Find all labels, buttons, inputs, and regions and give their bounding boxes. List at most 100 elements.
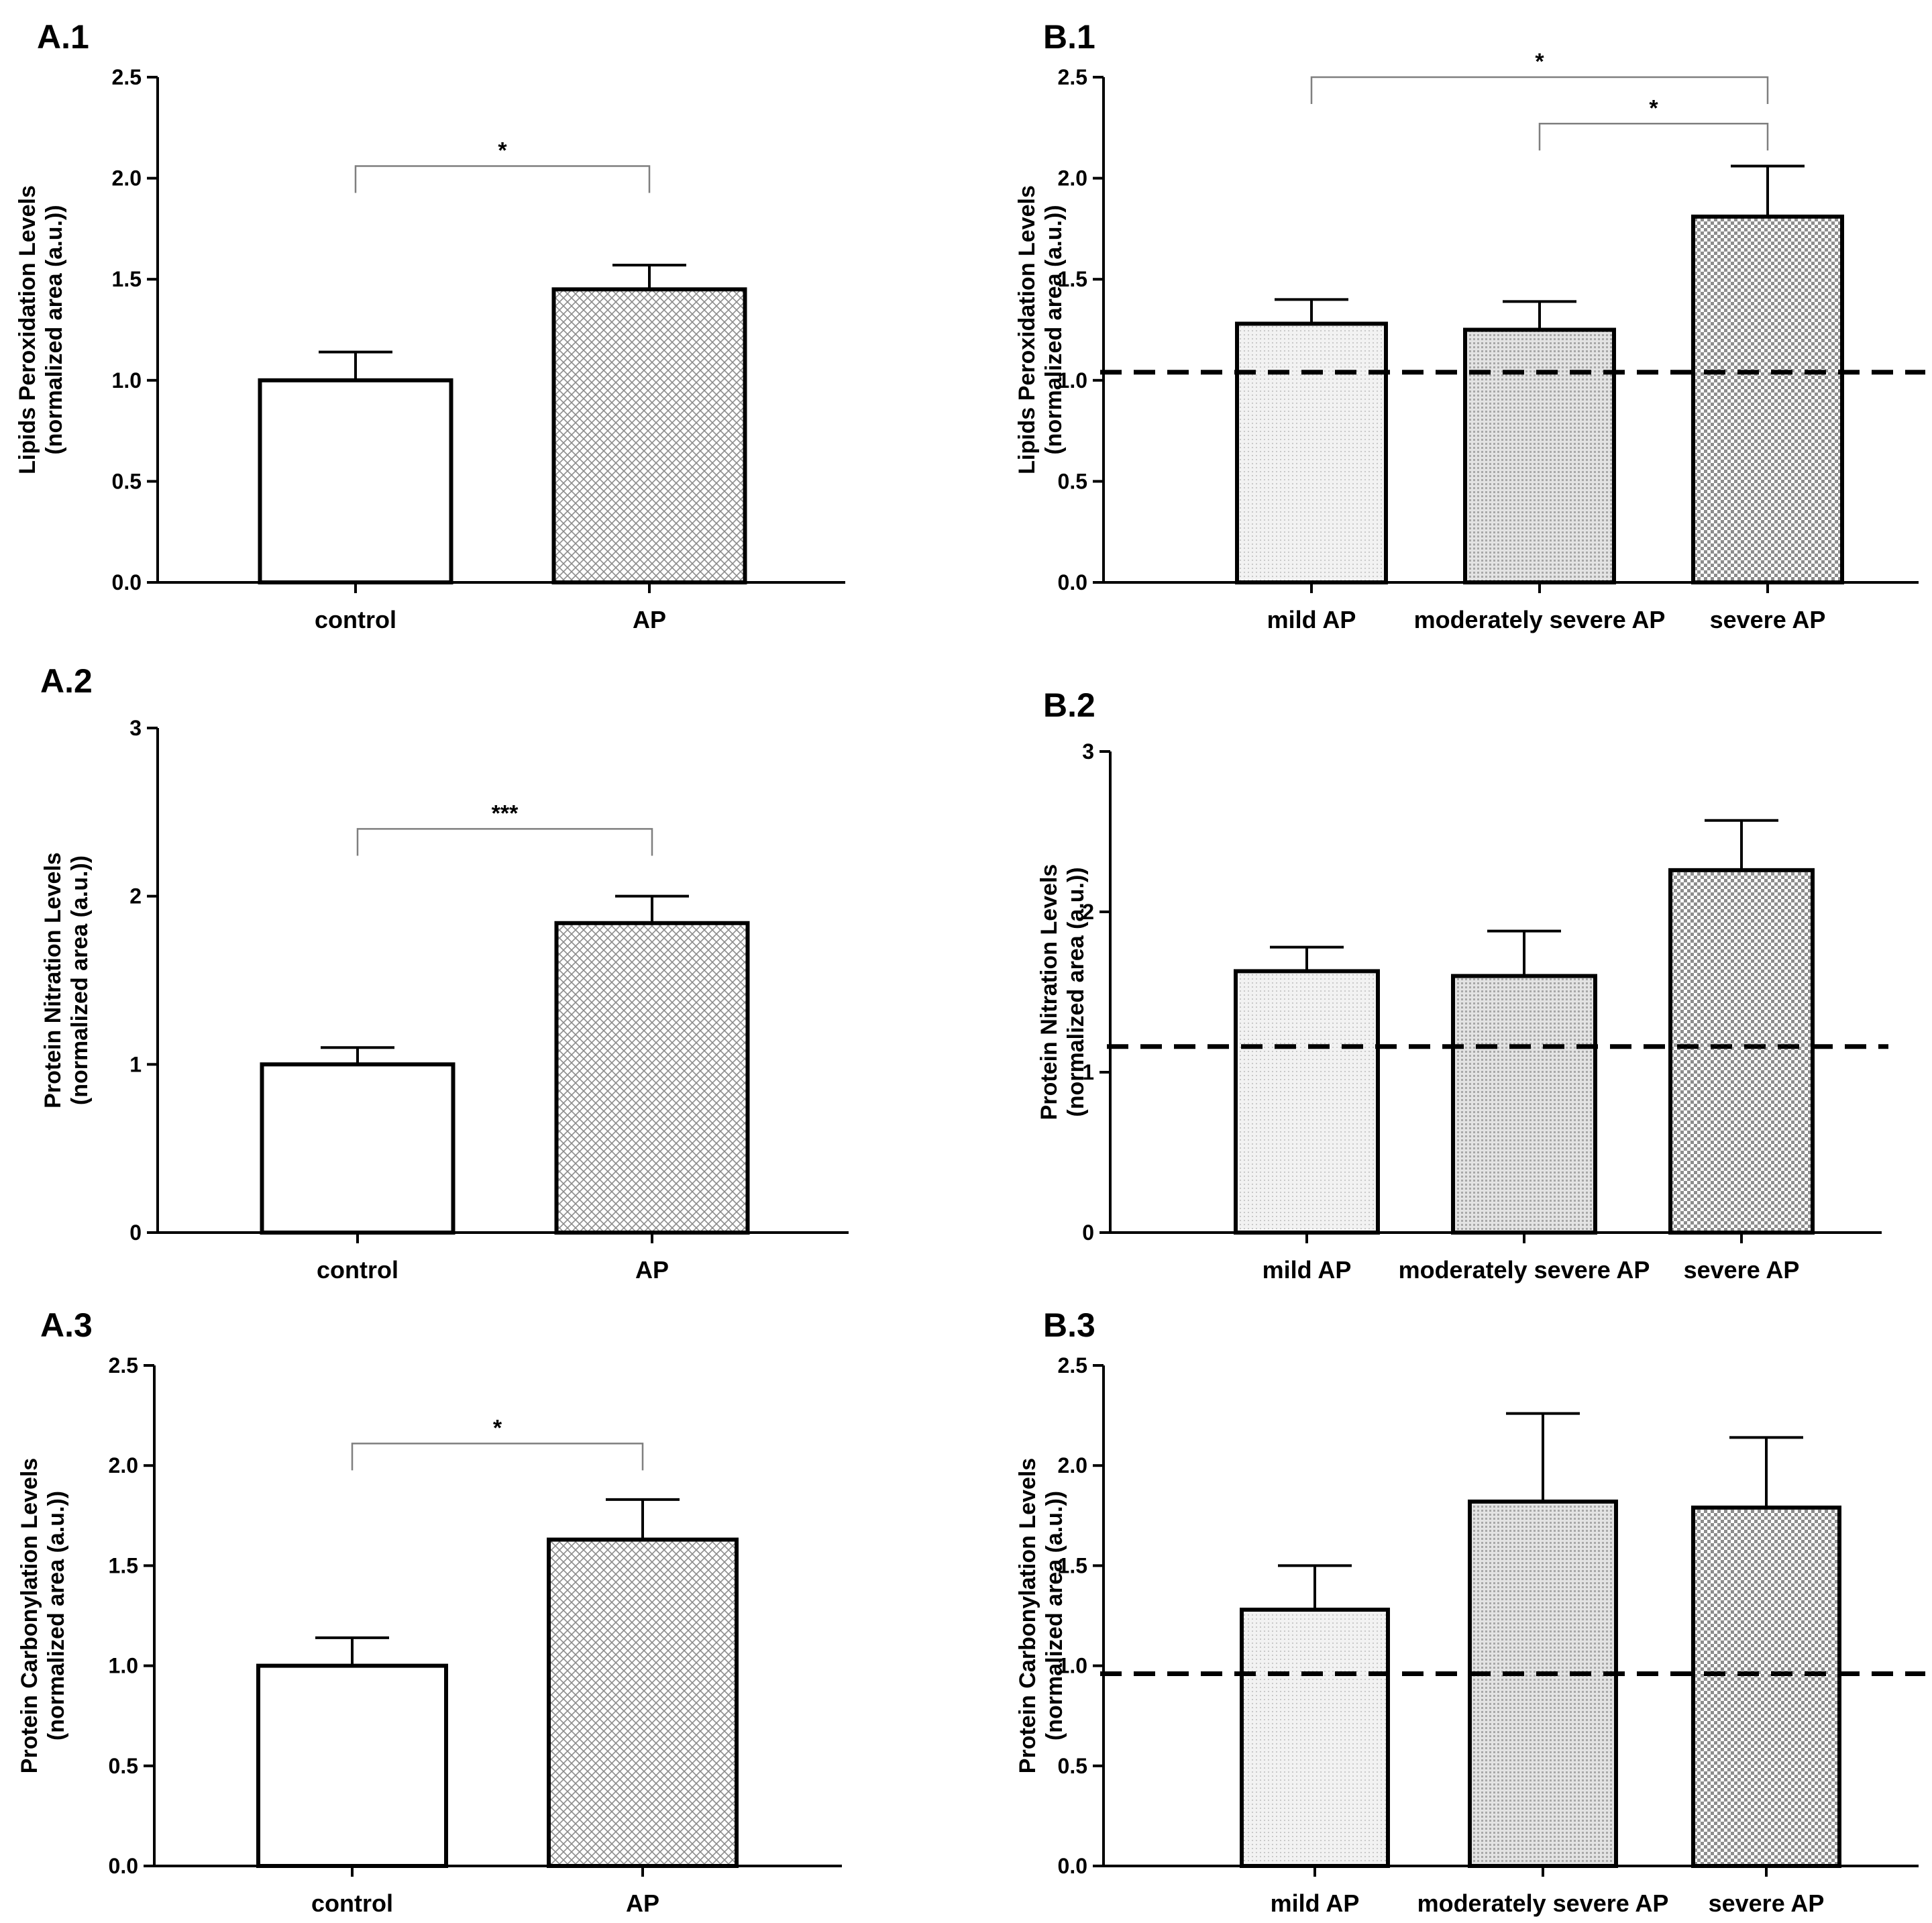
y-tick-label-b1: 2.5	[1058, 65, 1087, 89]
bar-a1-0	[258, 378, 453, 584]
category-label-b2: mild AP	[1263, 1256, 1352, 1284]
bar-b1-0	[1235, 321, 1388, 584]
y-tick-label-a1: 0.0	[112, 570, 142, 594]
panel-label-b2: B.2	[1043, 686, 1095, 724]
significance-bracket-a2	[356, 828, 653, 856]
y-tick-label-b2: 2	[1082, 900, 1094, 924]
y-tick-label-a1: 1.5	[112, 267, 142, 291]
category-label-a2: control	[317, 1256, 398, 1284]
chart-a1: A.1 0.0 0.5 1.0 1.5 2.0 2.5 Lipids Peroxidation…	[15, 18, 845, 633]
y-tick-label-a3: 1.0	[109, 1654, 138, 1678]
significance-bracket-a3	[351, 1443, 644, 1471]
y-tick-label-a2: 0	[129, 1220, 142, 1245]
significance-label-a1: *	[498, 138, 507, 164]
bar-a2-1	[554, 921, 750, 1235]
y-axis-subtitle-a2: (normalized area (a.u.))	[67, 855, 93, 1105]
chart-b1: B.1 0.0 0.5 1.0 1.5 2.0 2.5 Lipids Peroxidation…	[1014, 18, 1925, 633]
y-tick-label-b1: 1.0	[1058, 368, 1087, 393]
category-label-b3: mild AP	[1271, 1889, 1360, 1917]
category-label-b1: moderately severe AP	[1414, 606, 1666, 633]
category-label-b2: severe AP	[1684, 1256, 1800, 1284]
y-tick-label-a1: 2.5	[112, 65, 142, 89]
bar-b3-1	[1468, 1499, 1618, 1868]
y-tick-label-a3: 1.5	[109, 1553, 138, 1577]
category-label-b1: severe AP	[1710, 606, 1826, 633]
panel-a2: A.2 0 1 2 3 Protein Nitration Levels (normaliz…	[0, 644, 966, 1288]
y-tick-label-b1: 1.5	[1058, 267, 1087, 291]
bar-b3-0	[1240, 1608, 1390, 1868]
y-tick-label-b2: 1	[1082, 1060, 1094, 1084]
y-tick-label-a2: 3	[129, 716, 142, 740]
bar-a1-1	[551, 287, 747, 584]
bar-b2-1	[1451, 974, 1597, 1235]
y-tick-label-a1: 2.0	[112, 166, 142, 191]
y-axis-title-a1: Lipids Peroxidation Levels	[15, 185, 40, 474]
y-tick-label-a3: 2.0	[109, 1453, 138, 1477]
category-label-b3: severe AP	[1709, 1889, 1825, 1917]
y-axis-subtitle-b1: (normalized area (a.u.))	[1041, 205, 1067, 454]
y-axis-title-a3: Protein Carbonylation Levels	[17, 1458, 42, 1773]
panel-b2: B.2 0 1 2 3 Protein Nitration Levels (normaliz…	[966, 644, 1932, 1288]
chart-a3: A.3 0.0 0.5 1.0 1.5 2.0 2.5 Protein Carbonylati…	[17, 1306, 842, 1917]
panel-label-a3: A.3	[40, 1306, 93, 1344]
y-tick-label-b1: 0.0	[1058, 570, 1087, 594]
bar-b2-0	[1234, 969, 1380, 1235]
category-label-a3: control	[311, 1889, 393, 1917]
y-axis-subtitle-a1: (normalized area (a.u.))	[42, 205, 67, 454]
y-tick-label-b3: 0.5	[1058, 1754, 1087, 1778]
panel-label-b1: B.1	[1043, 18, 1095, 56]
chart-b3: B.3 0.0 0.5 1.0 1.5 2.0 2.5 Protein Carbonylati…	[1015, 1306, 1925, 1917]
y-axis-title-b1: Lipids Peroxidation Levels	[1014, 185, 1040, 474]
bar-b1-1	[1463, 327, 1616, 584]
significance-label-a3: *	[493, 1415, 502, 1441]
bar-b2-2	[1668, 868, 1815, 1235]
y-axis-title-b3: Protein Carbonylation Levels	[1015, 1458, 1040, 1773]
y-tick-label-b3: 2.5	[1058, 1353, 1087, 1378]
panel-b3: B.3 0.0 0.5 1.0 1.5 2.0 2.5 Protein Carbonylati…	[966, 1288, 1932, 1923]
bar-b1-2	[1691, 214, 1844, 584]
y-tick-label-b1: 2.0	[1058, 166, 1087, 191]
category-label-b3: moderately severe AP	[1417, 1889, 1669, 1917]
significance-bracket-b1	[1310, 76, 1769, 104]
y-axis-subtitle-b3: (normalized area (a.u.))	[1042, 1491, 1067, 1740]
y-tick-label-b3: 1.5	[1058, 1553, 1087, 1577]
y-tick-label-a1: 1.0	[112, 368, 142, 393]
category-label-a2: AP	[635, 1256, 669, 1284]
panel-label-a2: A.2	[40, 662, 93, 700]
category-label-a1: control	[315, 606, 396, 633]
significance-label-b1: *	[1535, 49, 1544, 74]
category-label-b1: mild AP	[1267, 606, 1356, 633]
category-label-a3: AP	[626, 1889, 659, 1917]
y-tick-label-b3: 0.0	[1058, 1854, 1087, 1878]
significance-bracket-a1	[354, 165, 651, 193]
panel-a3: A.3 0.0 0.5 1.0 1.5 2.0 2.5 Protein Carbonylati…	[0, 1288, 966, 1923]
y-axis-title-a2: Protein Nitration Levels	[40, 852, 66, 1108]
panel-a1: A.1 0.0 0.5 1.0 1.5 2.0 2.5 Lipids Peroxidation…	[0, 0, 966, 644]
bar-a3-1	[547, 1537, 739, 1868]
significance-label-b1: *	[1649, 95, 1658, 121]
y-tick-label-b2: 0	[1082, 1220, 1094, 1245]
chart-b2: B.2 0 1 2 3 Protein Nitration Levels (normaliz…	[1036, 686, 1888, 1284]
y-tick-label-a2: 1	[129, 1052, 142, 1076]
y-tick-label-b1: 0.5	[1058, 469, 1087, 493]
y-axis-title-b2: Protein Nitration Levels	[1036, 864, 1062, 1121]
y-tick-label-a2: 2	[129, 884, 142, 908]
y-tick-label-a3: 2.5	[109, 1353, 138, 1378]
panel-label-b3: B.3	[1043, 1306, 1095, 1344]
y-axis-subtitle-a3: (normalized area (a.u.))	[44, 1491, 69, 1740]
significance-label-a2: ***	[492, 800, 519, 826]
y-axis-subtitle-b2: (normalized area (a.u.))	[1063, 867, 1089, 1116]
chart-a2: A.2 0 1 2 3 Protein Nitration Levels (normaliz…	[40, 662, 849, 1284]
y-tick-label-a3: 0.0	[109, 1854, 138, 1878]
significance-bracket-b1	[1538, 123, 1769, 151]
bar-a3-0	[256, 1663, 448, 1868]
y-tick-label-b2: 3	[1082, 739, 1094, 764]
category-label-b2: moderately severe AP	[1399, 1256, 1650, 1284]
category-label-a1: AP	[633, 606, 666, 633]
bar-b3-2	[1691, 1505, 1841, 1868]
panel-label-a1: A.1	[37, 18, 89, 56]
y-tick-label-b3: 1.0	[1058, 1654, 1087, 1678]
y-tick-label-b3: 2.0	[1058, 1453, 1087, 1477]
bar-a2-0	[260, 1062, 455, 1235]
y-tick-label-a1: 0.5	[112, 469, 142, 493]
